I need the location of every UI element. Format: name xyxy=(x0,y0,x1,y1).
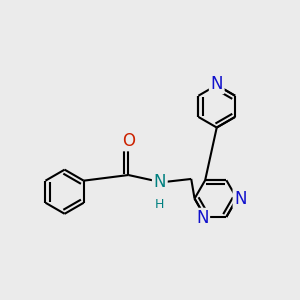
Text: O: O xyxy=(122,132,135,150)
Text: H: H xyxy=(155,198,164,211)
Text: N: N xyxy=(234,190,247,208)
Text: N: N xyxy=(154,173,166,191)
Text: N: N xyxy=(196,209,208,227)
Text: N: N xyxy=(211,75,223,93)
